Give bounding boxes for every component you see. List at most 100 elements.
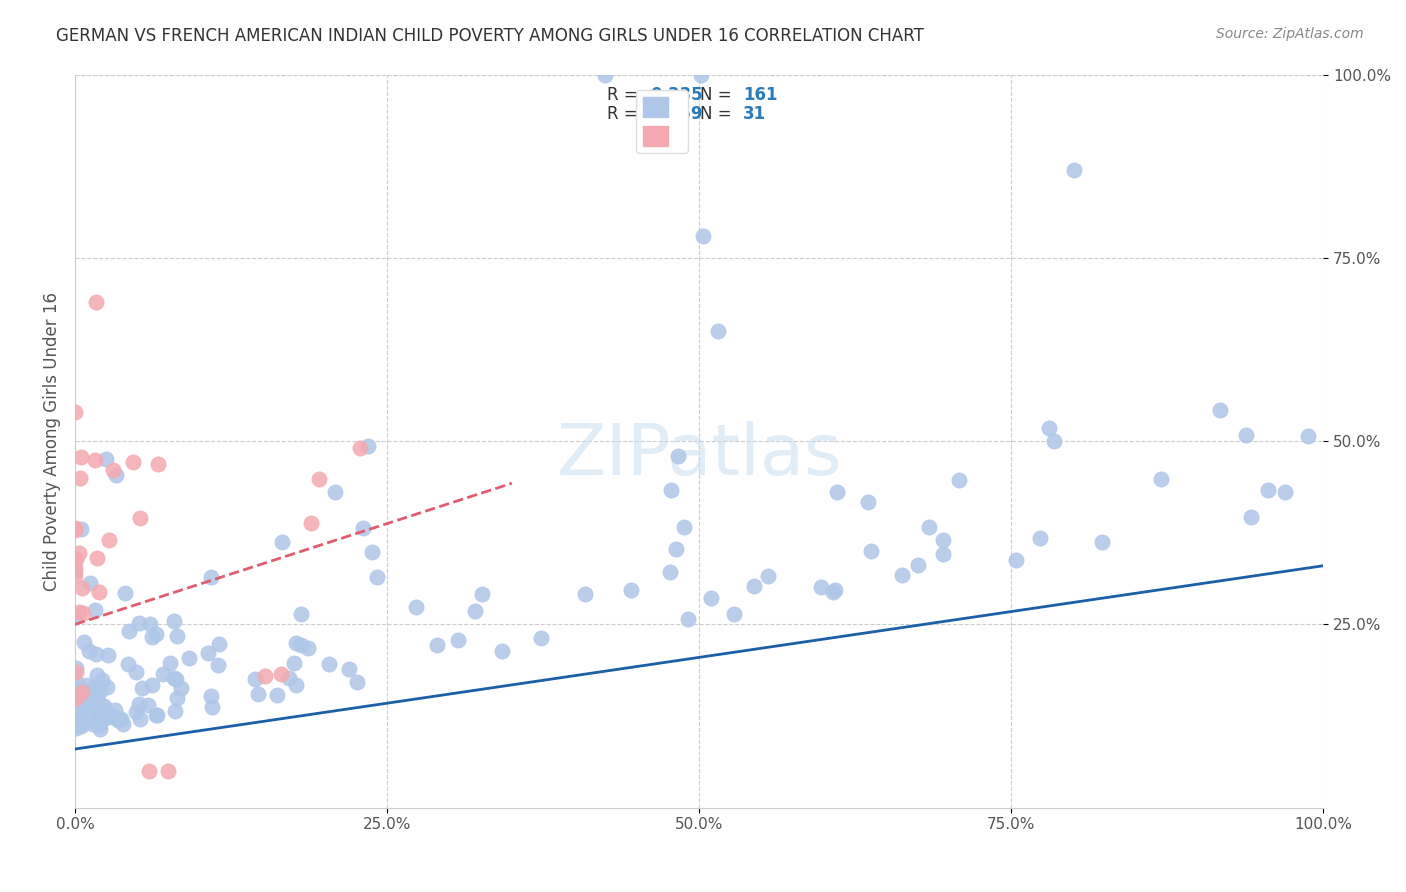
Point bbox=[67, 706, 90, 721]
Point bbox=[65, 551, 87, 566]
Point bbox=[1298, 429, 1320, 443]
Point bbox=[80, 701, 103, 715]
Point bbox=[84, 680, 107, 694]
Point bbox=[65, 561, 87, 575]
Point bbox=[101, 463, 124, 477]
Point bbox=[79, 682, 101, 697]
Point bbox=[84, 453, 107, 467]
Point bbox=[96, 706, 118, 720]
Point bbox=[163, 704, 186, 718]
Point bbox=[932, 533, 955, 548]
Point bbox=[932, 547, 955, 561]
Point bbox=[1063, 162, 1085, 177]
Point bbox=[756, 569, 779, 583]
Point bbox=[1091, 534, 1114, 549]
Point bbox=[76, 698, 98, 713]
Point bbox=[145, 708, 167, 723]
Point bbox=[856, 494, 879, 508]
Point bbox=[93, 703, 115, 717]
Point bbox=[79, 693, 101, 707]
Point bbox=[297, 641, 319, 656]
Point bbox=[266, 688, 288, 702]
Point bbox=[1240, 509, 1263, 524]
Point bbox=[128, 616, 150, 631]
Point bbox=[86, 647, 108, 661]
Point bbox=[70, 685, 93, 699]
Point bbox=[699, 591, 721, 606]
Point bbox=[93, 699, 115, 714]
Point bbox=[128, 697, 150, 711]
Text: R =: R = bbox=[607, 104, 643, 122]
Point bbox=[366, 570, 388, 584]
Point bbox=[283, 656, 305, 670]
Point bbox=[63, 609, 86, 624]
Point bbox=[246, 687, 269, 701]
Point bbox=[426, 638, 449, 652]
Point bbox=[166, 672, 188, 686]
Point bbox=[290, 638, 312, 652]
Point bbox=[86, 551, 108, 566]
Point bbox=[66, 700, 89, 714]
Point bbox=[447, 633, 470, 648]
Point bbox=[361, 545, 384, 559]
Point bbox=[1038, 421, 1060, 435]
Point bbox=[125, 665, 148, 679]
Point bbox=[67, 546, 90, 560]
Point bbox=[692, 228, 714, 243]
Point bbox=[666, 449, 689, 463]
Point bbox=[337, 661, 360, 675]
Point bbox=[104, 703, 127, 717]
Point bbox=[96, 680, 118, 694]
Point bbox=[66, 704, 89, 718]
Point bbox=[166, 691, 188, 706]
Point bbox=[117, 657, 139, 672]
Point bbox=[72, 607, 94, 621]
Point bbox=[299, 516, 322, 530]
Point bbox=[1274, 484, 1296, 499]
Point bbox=[349, 441, 371, 455]
Point bbox=[69, 471, 91, 485]
Point bbox=[101, 708, 124, 723]
Point bbox=[63, 710, 86, 724]
Point bbox=[620, 583, 643, 598]
Point bbox=[200, 690, 222, 704]
Point bbox=[70, 690, 93, 704]
Point bbox=[742, 579, 765, 593]
Point bbox=[65, 665, 87, 679]
Point bbox=[72, 581, 94, 595]
Point bbox=[1043, 434, 1066, 449]
Point bbox=[156, 764, 179, 778]
Point bbox=[707, 324, 730, 338]
Point bbox=[67, 715, 90, 730]
Point bbox=[86, 691, 108, 706]
Point bbox=[270, 666, 292, 681]
Point bbox=[69, 696, 91, 710]
Text: R =: R = bbox=[607, 87, 643, 104]
Point bbox=[69, 719, 91, 733]
Point bbox=[318, 657, 340, 671]
Point bbox=[87, 585, 110, 599]
Point bbox=[659, 483, 682, 498]
Text: 0.335: 0.335 bbox=[651, 87, 703, 104]
Point bbox=[673, 520, 696, 534]
Point bbox=[574, 587, 596, 601]
Point bbox=[79, 576, 101, 591]
Point bbox=[77, 644, 100, 658]
Point bbox=[76, 677, 98, 691]
Point bbox=[84, 294, 107, 309]
Point bbox=[89, 684, 111, 698]
Point bbox=[860, 543, 883, 558]
Point bbox=[125, 705, 148, 719]
Point bbox=[65, 721, 87, 735]
Point bbox=[166, 629, 188, 643]
Point bbox=[80, 695, 103, 709]
Point bbox=[89, 722, 111, 736]
Point bbox=[491, 644, 513, 658]
Point bbox=[918, 520, 941, 534]
Point bbox=[63, 523, 86, 537]
Point bbox=[82, 716, 104, 731]
Point bbox=[823, 585, 845, 599]
Point bbox=[63, 405, 86, 419]
Point bbox=[77, 684, 100, 698]
Point bbox=[96, 452, 118, 467]
